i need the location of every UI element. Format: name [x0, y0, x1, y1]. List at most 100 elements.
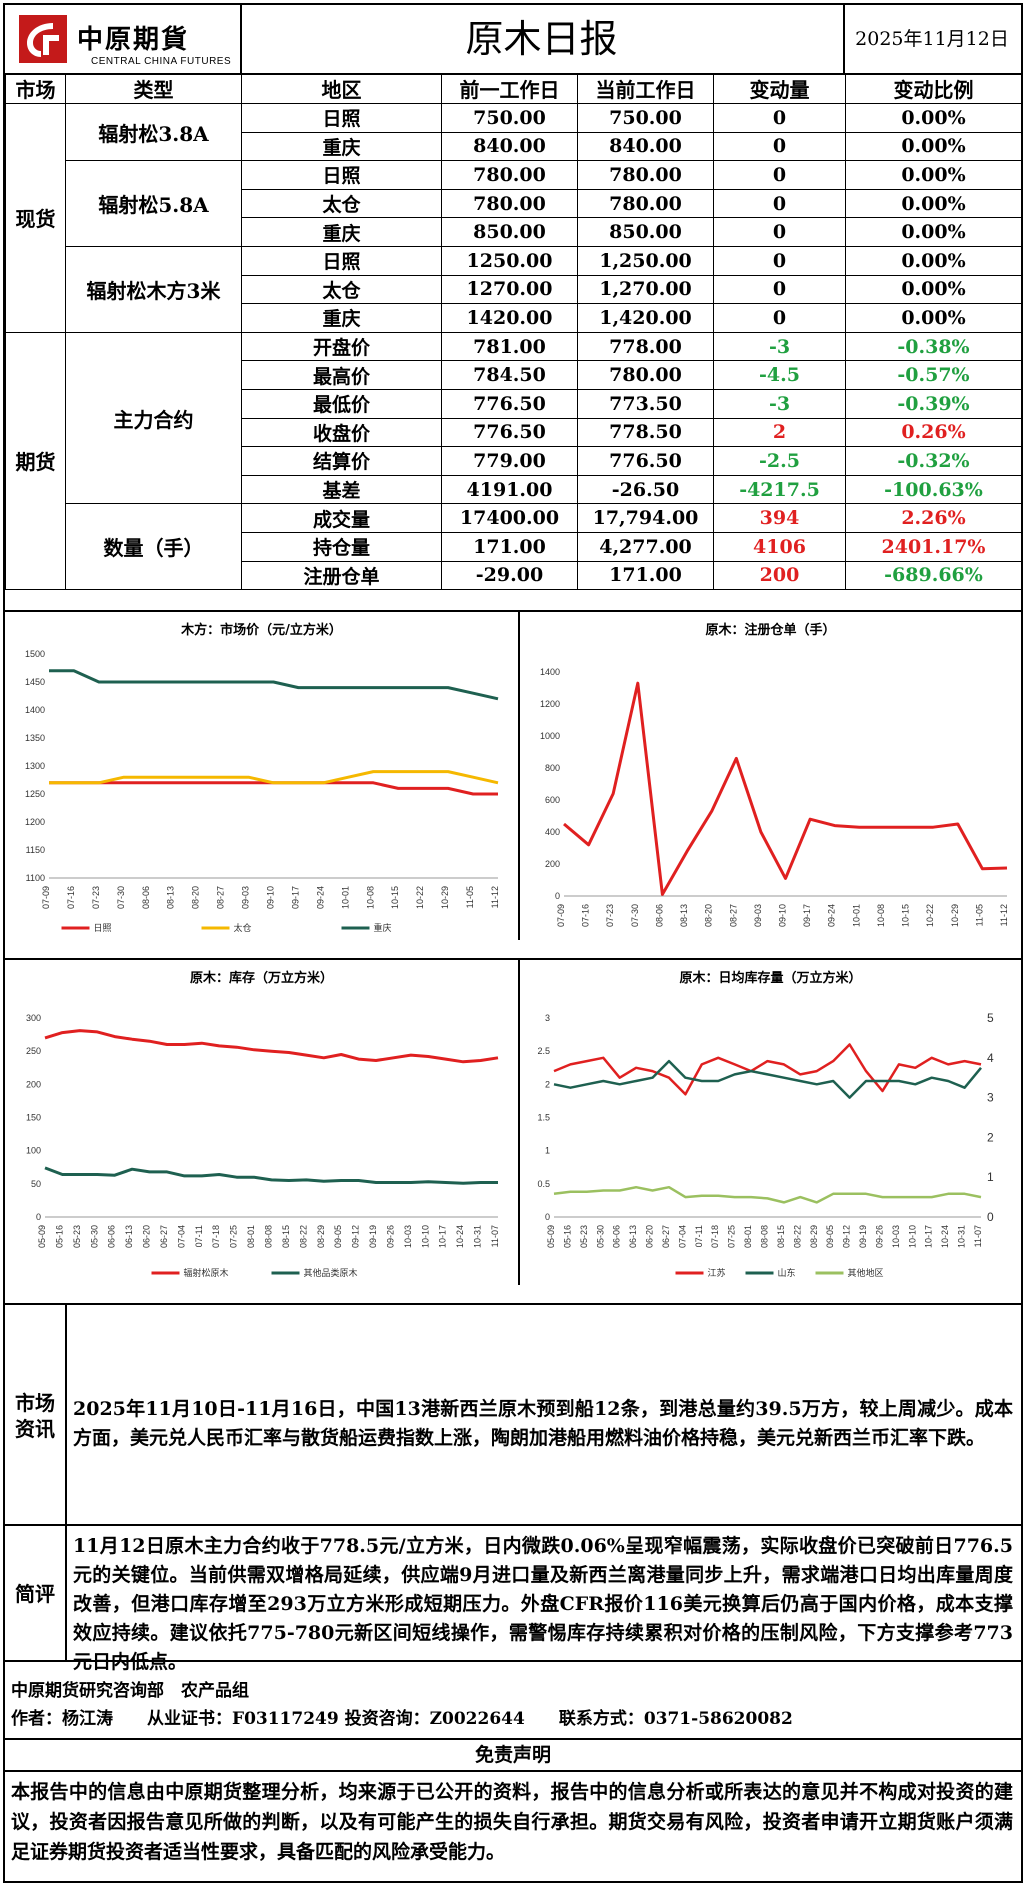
cell-pct: 0.00% — [845, 245, 1022, 276]
charts-row-1: 木方：市场价（元/立方米） 1100 1150 1200 1250 1300 1350 140… — [5, 610, 1021, 940]
report-page: 中原期貨 CENTRAL CHINA FUTURES 原木日报 2025年11月… — [3, 3, 1023, 1883]
cell-prev: 840.00 — [441, 131, 578, 162]
x-tick-label: 07-09 — [556, 904, 566, 927]
cell-prev: 1270.00 — [441, 274, 578, 305]
type-group-label: 主力合约 — [65, 331, 242, 505]
x-tick-label: 11-12 — [999, 904, 1009, 926]
col-header: 当前工作日 — [577, 73, 714, 104]
y-tick-label: 0 — [36, 1212, 41, 1222]
cell-prev: 780.00 — [441, 188, 578, 219]
table-header-row: 市场 类型 地区 前一工作日 当前工作日 变动量 变动比例 — [5, 73, 1022, 104]
x-tick-label: 10-03 — [403, 1225, 413, 1248]
cell-curr: 773.50 — [577, 388, 714, 419]
cell-prev: 1250.00 — [441, 245, 578, 276]
cell-prev: 1420.00 — [441, 303, 578, 333]
cell-region: 基差 — [241, 474, 442, 505]
x-tick-label: 09-12 — [351, 1225, 361, 1248]
y-tick-label: 1100 — [26, 873, 45, 883]
x-tick-label: 09-17 — [802, 904, 812, 927]
x-tick-label: 05-23 — [72, 1225, 82, 1248]
x-tick-label: 08-15 — [281, 1225, 291, 1248]
cell-region: 成交量 — [241, 503, 442, 533]
x-tick-label: 10-01 — [340, 886, 350, 909]
x-tick-label: 06-27 — [661, 1225, 671, 1248]
x-tick-label: 06-06 — [612, 1225, 622, 1248]
cell-pct: -100.63% — [845, 474, 1022, 505]
cell-region: 收盘价 — [241, 417, 442, 448]
y-tick-label: 1200 — [540, 699, 560, 709]
chart-warehouse-receipts-svg: 原木：注册仓单（手） 0 200 400 600 800 1000 1200 1400 07-09… — [540, 622, 1009, 927]
type-group-label: 辐射松木方3米 — [65, 245, 242, 333]
logo-chinese-text: 中原期貨 — [77, 25, 190, 55]
x-tick-label: 08-01 — [743, 1225, 753, 1248]
y-tick-label: 1400 — [25, 705, 45, 715]
y-tick-label: 300 — [26, 1013, 41, 1023]
type-group-label: 辐射松5.8A — [65, 160, 242, 247]
y-tick-label: 1250 — [25, 789, 45, 799]
cell-prev: 779.00 — [441, 446, 578, 476]
x-tick-label: 08-20 — [191, 886, 201, 909]
y-tick-label: 600 — [545, 795, 560, 805]
cell-prev: 17400.00 — [441, 503, 578, 533]
x-tick-label: 10-24 — [940, 1225, 950, 1248]
table-row: 辐射松木方3米 日照 1250.00 1,250.00 0 0.00% — [6, 245, 1022, 333]
x-tick-label: 07-30 — [630, 904, 640, 927]
cell-chg: -3 — [713, 388, 846, 419]
cell-prev: 850.00 — [441, 217, 578, 247]
x-tick-label: 07-16 — [581, 904, 591, 927]
cell-curr: 171.00 — [577, 560, 714, 591]
cell-region: 注册仓单 — [241, 560, 442, 591]
x-tick-label: 08-29 — [809, 1225, 819, 1248]
chart-title: 木方：市场价（元/立方米） — [180, 622, 342, 638]
y2-tick-label: 5 — [987, 1011, 994, 1025]
table-row: 重庆 840.00 840.00 0 0.00% — [6, 131, 1022, 162]
table-row: 持仓量 171.00 4,277.00 4106 2401.17% — [6, 531, 1022, 562]
x-tick-label: 10-08 — [365, 886, 375, 909]
chart-daily-outflow-svg: 原木：日均库存量（万立方米） 0 0.5 1 1.5 2 2.5 3 0 1 2 3 4 5 05-09 05… — [537, 970, 994, 1279]
x-tick-label: 05-23 — [579, 1225, 589, 1248]
cell-chg: 0 — [713, 131, 846, 162]
x-tick-label: 10-15 — [390, 886, 400, 909]
cell-pct: 0.00% — [845, 160, 1022, 190]
x-tick-label: 06-20 — [142, 1225, 152, 1248]
market-spot-label: 现货 — [5, 103, 66, 333]
series-line — [49, 669, 499, 701]
y-tick-label: 200 — [26, 1079, 41, 1089]
x-tick-label: 10-17 — [438, 1225, 448, 1248]
x-tick-label: 07-23 — [605, 904, 615, 927]
x-tick-label: 09-17 — [290, 886, 300, 909]
x-tick-label: 08-27 — [728, 904, 738, 927]
cell-region: 持仓量 — [241, 531, 442, 562]
col-header: 市场 — [5, 73, 66, 104]
x-tick-label: 10-29 — [440, 886, 450, 909]
y-tick-label: 800 — [545, 763, 560, 773]
x-tick-label: 08-13 — [166, 886, 176, 909]
chart-inventory: 原木：库存（万立方米） 0 50 100 150 200 250 300 05-09 05-16 0… — [5, 960, 520, 1285]
y-tick-label: 400 — [545, 827, 560, 837]
col-header: 类型 — [65, 73, 242, 104]
x-tick-label: 09-10 — [266, 886, 276, 909]
table-row: 结算价 779.00 776.50 -2.5 -0.32% — [6, 446, 1022, 476]
legend-label: 江苏 — [708, 1267, 726, 1279]
x-tick-label: 10-31 — [473, 1225, 483, 1248]
y-tick-label: 1200 — [25, 817, 45, 827]
y-tick-label: 1 — [545, 1146, 550, 1156]
report-header: 中原期貨 CENTRAL CHINA FUTURES 原木日报 2025年11月… — [5, 5, 1021, 75]
x-tick-label: 08-22 — [298, 1225, 308, 1248]
series-line — [44, 1166, 498, 1185]
comment-section: 简评 11月12日原木主力合约收于778.5元/立方米，日内微跌0.06%呈现窄… — [5, 1524, 1021, 1673]
y2-tick-label: 1 — [987, 1170, 994, 1184]
table-row: 现货 辐射松3.8A 日照 750.00 750.00 0 0.00% — [5, 102, 1022, 333]
cell-curr: 778.50 — [577, 417, 714, 448]
y-tick-label: 50 — [31, 1179, 41, 1189]
cell-curr: 750.00 — [577, 103, 714, 133]
cell-region: 最低价 — [241, 388, 442, 419]
x-tick-label: 11-07 — [490, 1225, 500, 1247]
x-tick-label: 07-18 — [211, 1225, 221, 1248]
y-tick-label: 1400 — [540, 667, 560, 677]
cell-chg: 0 — [713, 103, 846, 133]
legend-label: 日照 — [94, 923, 112, 934]
cell-region: 日照 — [241, 103, 442, 133]
cell-region: 重庆 — [241, 217, 442, 247]
x-tick-label: 10-22 — [925, 904, 935, 927]
